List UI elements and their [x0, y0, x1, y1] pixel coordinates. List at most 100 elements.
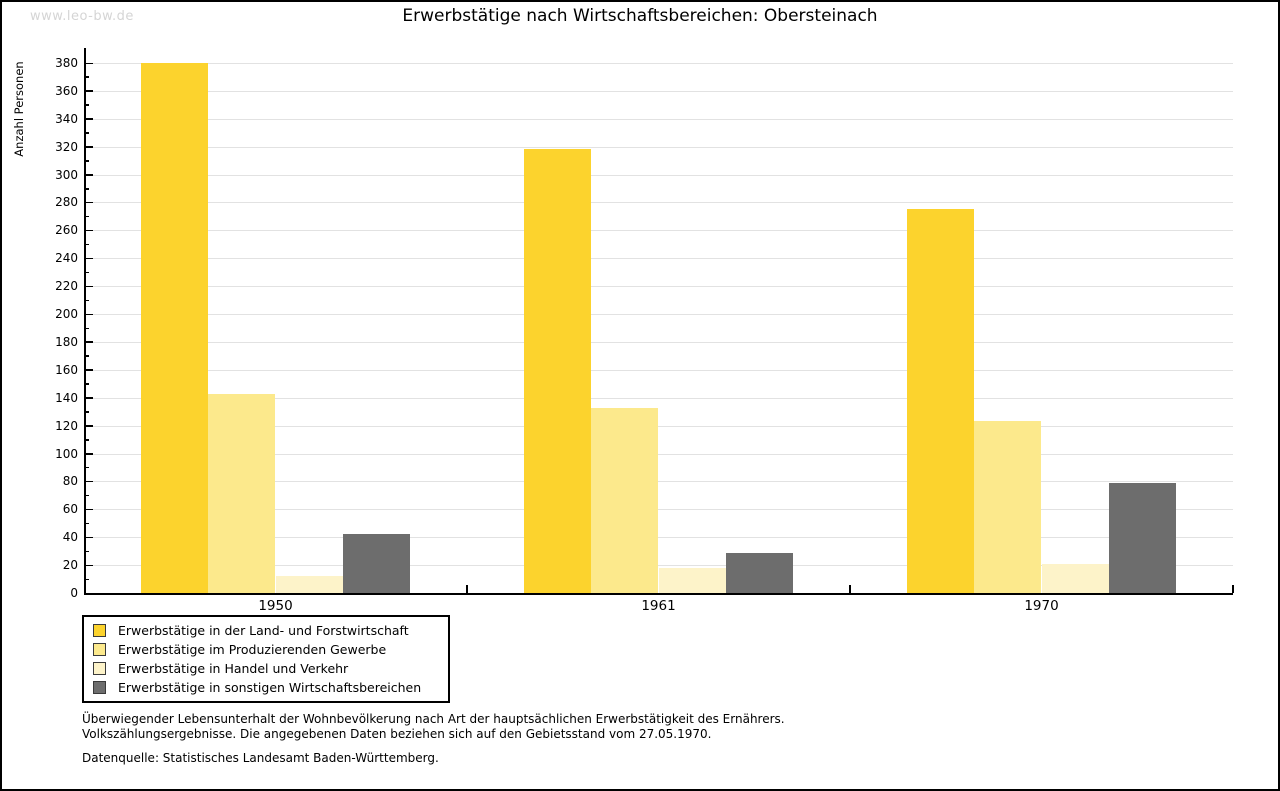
- x-axis-tick: [466, 585, 468, 593]
- y-axis-major-tick: [85, 564, 93, 567]
- y-axis-tick-label: 100: [55, 446, 78, 461]
- y-axis-minor-tick: [85, 355, 89, 357]
- y-axis-minor-tick: [85, 104, 89, 106]
- legend-label: Erwerbstätige in Handel und Verkehr: [118, 661, 349, 676]
- y-axis-tick-label: 380: [55, 56, 78, 70]
- y-axis-major-tick: [85, 90, 93, 92]
- gridline: [85, 509, 1233, 511]
- y-axis-major-tick: [85, 62, 93, 64]
- legend-item-3: Erwerbstätige in Handel und Verkehr: [84, 661, 448, 676]
- y-axis-tick-label: 340: [55, 111, 78, 126]
- legend-swatch-icon: [93, 681, 106, 694]
- y-axis-major-tick: [85, 257, 93, 260]
- y-axis-major-tick: [85, 397, 93, 399]
- gridline: [85, 425, 1233, 427]
- y-axis-minor-tick: [85, 522, 89, 525]
- x-axis-tick-label: 1970: [1024, 598, 1059, 614]
- gridline: [85, 481, 1233, 483]
- gridline: [85, 397, 1233, 399]
- y-axis-major-tick: [85, 201, 93, 204]
- y-axis-tick-label: 0: [70, 586, 78, 600]
- y-axis-tick-label: 140: [55, 390, 78, 405]
- y-axis-tick-label: 80: [62, 474, 78, 489]
- gridline: [85, 537, 1233, 539]
- x-axis-tick: [1232, 585, 1234, 593]
- y-axis-minor-tick: [85, 243, 89, 246]
- legend-swatch-icon: [93, 643, 106, 656]
- y-axis-tick-label: 260: [55, 223, 78, 238]
- footnote-line-2: Volkszählungsergebnisse. Die angegebenen…: [82, 727, 712, 741]
- y-axis-minor-tick: [85, 132, 89, 134]
- bar-1970-series-1: [906, 209, 975, 593]
- gridline: [85, 230, 1233, 232]
- bar-1970-series-3: [1041, 563, 1109, 593]
- y-axis-minor-tick: [85, 439, 89, 441]
- y-axis-major-tick: [85, 508, 93, 511]
- y-axis-minor-tick: [85, 383, 89, 385]
- bar-1961-series-3: [658, 567, 726, 593]
- data-source: Datenquelle: Statistisches Landesamt Bad…: [82, 751, 439, 765]
- y-axis-tick-label: 240: [55, 251, 78, 266]
- y-axis-tick-label: 60: [62, 502, 78, 517]
- y-axis-minor-tick: [85, 411, 89, 413]
- bar-1950-series-3: [275, 576, 343, 593]
- bar-1961-series-1: [523, 149, 592, 593]
- gridline: [85, 341, 1233, 343]
- y-axis-tick-label: 180: [55, 334, 78, 349]
- y-axis-minor-tick: [85, 76, 89, 78]
- y-axis-tick-label: 120: [55, 418, 78, 433]
- y-axis-major-tick: [85, 369, 93, 371]
- y-axis-tick-label: 200: [55, 307, 78, 322]
- y-axis-major-tick: [85, 453, 93, 455]
- footnote: Überwiegender Lebensunterhalt der Wohnbe…: [82, 712, 785, 742]
- y-axis-tick-label: 360: [55, 83, 78, 98]
- y-axis-minor-tick: [85, 327, 89, 329]
- gridline: [85, 63, 1233, 64]
- y-axis-major-tick: [85, 285, 93, 288]
- y-axis-major-tick: [85, 480, 93, 483]
- x-axis-tick-label: 1961: [641, 598, 676, 614]
- legend-item-2: Erwerbstätige im Produzierenden Gewerbe: [84, 642, 448, 657]
- footnote-line-1: Überwiegender Lebensunterhalt der Wohnbe…: [82, 712, 785, 726]
- legend-item-4: Erwerbstätige in sonstigen Wirtschaftsbe…: [84, 680, 448, 695]
- bar-1961-series-4: [725, 552, 794, 593]
- legend-swatch-icon: [93, 624, 106, 637]
- gridline: [85, 286, 1233, 288]
- y-axis-minor-tick: [85, 215, 89, 218]
- legend-label: Erwerbstätige im Produzierenden Gewerbe: [118, 642, 387, 657]
- gridline: [85, 453, 1233, 455]
- gridline: [85, 174, 1233, 176]
- legend-label: Erwerbstätige in sonstigen Wirtschaftsbe…: [118, 680, 422, 695]
- legend-item-1: Erwerbstätige in der Land- und Forstwirt…: [84, 623, 448, 638]
- y-axis-minor-tick: [85, 299, 89, 302]
- gridline: [85, 314, 1233, 316]
- bar-1961-series-2: [591, 407, 659, 593]
- gridline: [85, 146, 1233, 148]
- y-axis-minor-tick: [85, 578, 89, 581]
- x-axis-tick-label: 1950: [258, 598, 293, 614]
- y-axis-minor-tick: [85, 188, 89, 190]
- y-axis-minor-tick: [85, 550, 89, 553]
- bar-1950-series-4: [342, 534, 411, 593]
- gridline: [85, 369, 1233, 371]
- y-axis-major-tick: [85, 118, 93, 120]
- x-axis-line: [84, 593, 1233, 595]
- bar-1950-series-2: [208, 393, 276, 593]
- y-axis-tick-label: 280: [55, 195, 78, 210]
- y-axis-minor-tick: [85, 271, 89, 274]
- gridline: [85, 565, 1233, 567]
- x-axis-tick: [849, 585, 851, 593]
- bar-1970-series-4: [1108, 482, 1177, 593]
- legend: Erwerbstätige in der Land- und Forstwirt…: [82, 615, 450, 703]
- gridline: [85, 202, 1233, 204]
- y-axis-major-tick: [85, 341, 93, 343]
- y-axis-tick-label: 300: [55, 167, 78, 182]
- y-axis-minor-tick: [85, 466, 89, 469]
- chart-title: Erwerbstätige nach Wirtschaftsbereichen:…: [402, 6, 878, 26]
- gridline: [85, 90, 1233, 92]
- y-axis-tick-label: 220: [55, 279, 78, 294]
- y-axis-major-tick: [85, 313, 93, 316]
- bar-1970-series-2: [974, 421, 1042, 593]
- y-axis-major-tick: [85, 174, 93, 176]
